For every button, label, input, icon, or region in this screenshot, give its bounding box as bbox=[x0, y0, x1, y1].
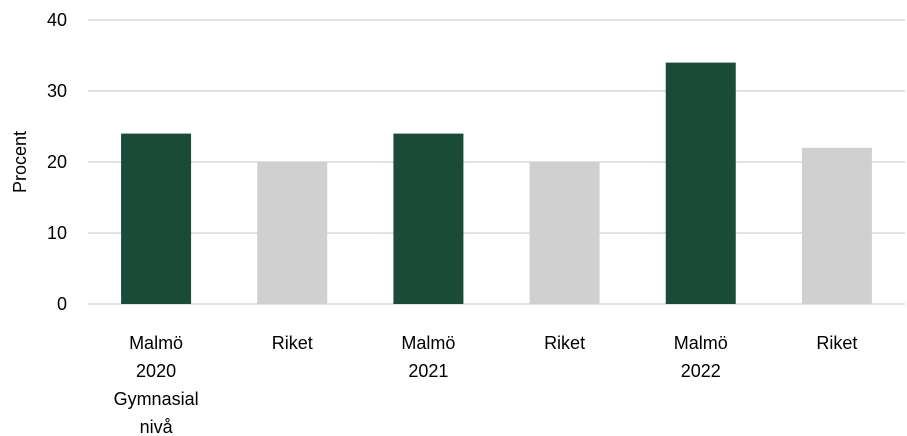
y-tick-label: 20 bbox=[47, 152, 67, 172]
bar bbox=[665, 62, 736, 304]
category-label: Malmö bbox=[674, 333, 728, 353]
bar bbox=[121, 133, 192, 304]
category-label: 2021 bbox=[408, 361, 448, 381]
category-label: nivå bbox=[140, 417, 174, 436]
category-label: Riket bbox=[544, 333, 585, 353]
category-label: Riket bbox=[272, 333, 313, 353]
category-label: Malmö bbox=[129, 333, 183, 353]
category-label: Malmö bbox=[401, 333, 455, 353]
category-label: 2022 bbox=[681, 361, 721, 381]
bar bbox=[529, 162, 600, 304]
y-tick-labels: 0 10 20 30 40 bbox=[47, 10, 67, 314]
y-axis-label: Procent bbox=[10, 131, 30, 193]
category-label: Gymnasial bbox=[114, 389, 199, 409]
y-tick-label: 10 bbox=[47, 223, 67, 243]
y-tick-label: 30 bbox=[47, 81, 67, 101]
gridlines bbox=[88, 19, 905, 305]
y-tick-label: 40 bbox=[47, 10, 67, 30]
bar bbox=[257, 162, 328, 304]
category-labels: Malmö 2020 Gymnasial nivå Riket Malmö 2021 Rike… bbox=[114, 333, 858, 436]
category-label: Riket bbox=[816, 333, 857, 353]
bar bbox=[801, 147, 872, 304]
bar bbox=[393, 133, 464, 304]
y-tick-label: 0 bbox=[57, 294, 67, 314]
category-label: 2020 bbox=[136, 361, 176, 381]
bars bbox=[121, 62, 872, 304]
